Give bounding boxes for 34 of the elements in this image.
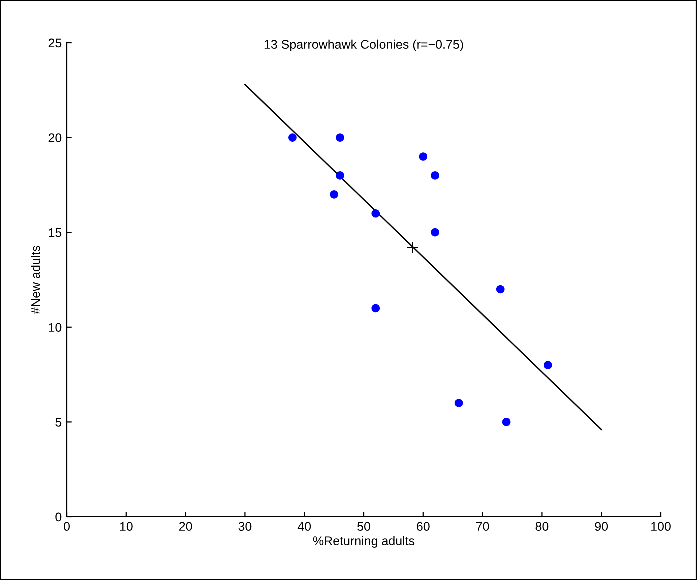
x-tick-label: 20 [179, 522, 192, 532]
x-tick-label: 50 [358, 522, 370, 532]
point [431, 228, 440, 237]
x-tick-label: 10 [120, 522, 133, 532]
x-tick-label: 90 [595, 522, 608, 532]
point [336, 172, 344, 180]
point [502, 418, 511, 426]
point [496, 285, 505, 294]
point [431, 172, 440, 180]
y-tick-label: 5 [56, 418, 62, 427]
y-axis-title: #New adults [31, 246, 40, 314]
point [419, 152, 428, 161]
point [544, 361, 552, 370]
y-tick-label: 20 [48, 134, 62, 142]
x-tick-label: 70 [476, 522, 490, 532]
point [330, 190, 338, 199]
point [406, 242, 419, 254]
x-tick-label: 100 [652, 522, 671, 532]
point [288, 134, 297, 142]
y-tick-label: 25 [48, 38, 62, 48]
point [336, 134, 344, 142]
x-tick-label: 40 [298, 522, 312, 532]
x-tick-label: 30 [238, 522, 252, 532]
y-tick-label: 10 [49, 323, 62, 332]
chart-title: 13 Sparrowhawk Colonies (r=−0.75) [264, 40, 464, 52]
point [372, 304, 380, 313]
y-tick-label: 15 [49, 228, 62, 238]
point [372, 209, 380, 218]
x-axis-title: %Returning adults [313, 536, 415, 548]
x-tick-label: 0 [64, 522, 70, 532]
x-tick-label: 80 [536, 522, 549, 532]
point [454, 399, 464, 408]
x-tick-label: 60 [417, 522, 430, 532]
y-tick-label: 0 [56, 512, 62, 522]
